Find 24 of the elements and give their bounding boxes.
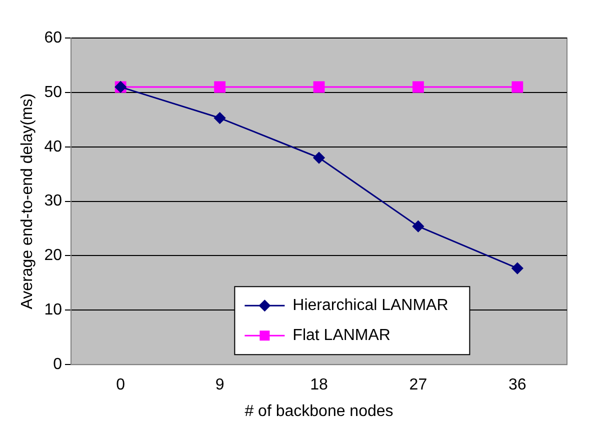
point bbox=[313, 81, 325, 93]
y-tick-label: 0 bbox=[53, 356, 62, 374]
legend-label: Flat LANMAR bbox=[292, 327, 390, 344]
y-tick-label: 10 bbox=[44, 302, 62, 319]
x-tick-label: 27 bbox=[409, 376, 428, 394]
point bbox=[412, 220, 424, 232]
y-tick-label: 50 bbox=[44, 84, 62, 101]
x-tick-label: 36 bbox=[508, 376, 526, 394]
x-tick-label: 18 bbox=[310, 376, 328, 394]
point bbox=[512, 262, 524, 274]
x-tick-label: 0 bbox=[116, 376, 126, 394]
point bbox=[313, 152, 325, 164]
point bbox=[512, 81, 524, 93]
point bbox=[214, 112, 226, 124]
point bbox=[214, 81, 226, 93]
x-tick-label: 9 bbox=[215, 376, 224, 394]
y-axis-title: Average end-to-end delay(ms) bbox=[19, 93, 36, 310]
y-tick-label: 30 bbox=[44, 192, 62, 210]
y-tick-label: 40 bbox=[44, 138, 62, 156]
y-tick-label: 60 bbox=[44, 29, 62, 46]
point bbox=[412, 81, 424, 93]
legend-label: Hierarchical LANMAR bbox=[292, 297, 448, 314]
x-axis-title: # of backbone nodes bbox=[244, 402, 394, 420]
y-tick-label: 20 bbox=[44, 247, 62, 264]
